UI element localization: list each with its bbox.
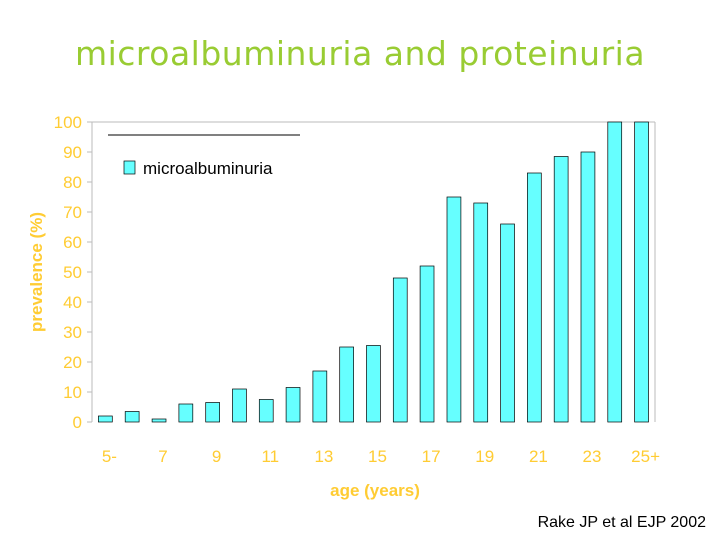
x-tick-label: 17 xyxy=(422,447,441,466)
x-tick-label: 5- xyxy=(102,447,117,466)
x-tick-label: 13 xyxy=(314,447,333,466)
x-tick-label: 21 xyxy=(529,447,548,466)
y-axis-label: prevalence (%) xyxy=(27,212,46,332)
x-tick-label: 19 xyxy=(475,447,494,466)
bar xyxy=(205,402,220,423)
x-tick-label: 15 xyxy=(368,447,387,466)
chart-title: microalbuminuria and proteinuria xyxy=(74,34,646,73)
x-axis-label: age (years) xyxy=(330,481,420,500)
bar xyxy=(634,121,649,423)
bar xyxy=(527,172,542,423)
bar xyxy=(366,345,381,423)
source-citation: Rake JP et al EJP 2002 xyxy=(537,514,706,531)
x-tick-label: 7 xyxy=(158,447,167,466)
x-tick-label: 11 xyxy=(261,447,279,466)
y-tick-label: 30 xyxy=(63,323,82,342)
y-tick-label: 60 xyxy=(63,233,82,252)
bar xyxy=(124,411,140,423)
bar xyxy=(473,202,489,423)
bar xyxy=(419,265,435,423)
bar xyxy=(312,370,328,423)
bar xyxy=(98,415,113,423)
bar xyxy=(258,399,274,423)
bar xyxy=(178,403,194,423)
y-tick-label: 50 xyxy=(63,263,82,282)
y-tick-label: 70 xyxy=(63,203,82,222)
y-tick-label: 10 xyxy=(63,383,82,402)
bar xyxy=(446,196,462,423)
bar xyxy=(607,121,623,423)
y-tick-label: 40 xyxy=(63,293,82,312)
bar xyxy=(580,151,596,423)
bar xyxy=(285,387,301,423)
bar xyxy=(553,156,569,423)
bar xyxy=(392,277,408,423)
y-tick-label: 90 xyxy=(63,143,82,162)
x-tick-label: 23 xyxy=(583,447,602,466)
legend-label: microalbuminuria xyxy=(143,159,273,178)
y-tick-label: 80 xyxy=(63,173,82,192)
legend-swatch xyxy=(123,160,136,175)
y-tick-label: 100 xyxy=(54,113,82,132)
bar xyxy=(339,346,354,423)
bar xyxy=(232,388,247,423)
bar xyxy=(500,223,515,423)
x-tick-label: 9 xyxy=(212,447,221,466)
y-tick-label: 20 xyxy=(63,353,82,372)
y-tick-label: 0 xyxy=(73,413,82,432)
x-tick-label: 25+ xyxy=(631,447,660,466)
bar xyxy=(151,418,167,423)
